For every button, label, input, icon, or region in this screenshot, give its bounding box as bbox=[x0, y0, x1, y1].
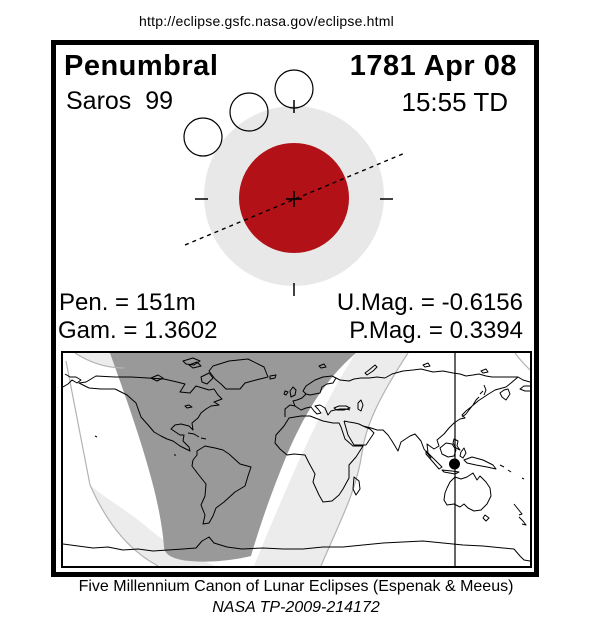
terminator-curve-topleft bbox=[74, 353, 125, 369]
stat-gamma: Gam. = 1.3602 bbox=[58, 317, 218, 344]
coastline-asia bbox=[343, 368, 530, 459]
figure-box bbox=[51, 40, 539, 577]
coastline-oceania bbox=[425, 438, 527, 526]
coastline-antarctica bbox=[63, 536, 530, 562]
coastline-arctic-islands bbox=[63, 357, 489, 409]
eclipse-time: 15:55 TD bbox=[401, 87, 508, 117]
partial-visibility-region-bottomleft bbox=[90, 485, 215, 566]
footer-reference: NASA TP-2009-214172 bbox=[212, 599, 380, 616]
coastline-americas bbox=[78, 358, 269, 525]
coastline-africa-europe bbox=[269, 374, 386, 503]
partial-visibility-region-east bbox=[254, 353, 408, 566]
stat-umbral-magnitude: U.Mag. = -0.6156 bbox=[336, 289, 523, 316]
url-caption: http://eclipse.gsfc.nasa.gov/eclipse.htm… bbox=[139, 13, 394, 29]
terminator-curve-east bbox=[320, 353, 409, 566]
sublunar-point-dot bbox=[449, 458, 460, 470]
footer-source: Five Millennium Canon of Lunar Eclipses … bbox=[78, 578, 514, 595]
eclipse-date: 1781 Apr 08 bbox=[349, 50, 517, 82]
saros-label: Saros 99 bbox=[66, 87, 174, 115]
visibility-map bbox=[61, 351, 532, 568]
eclipse-type-title: Penumbral bbox=[64, 50, 219, 82]
stat-penumbral-duration: Pen. = 151m bbox=[59, 289, 196, 316]
terminator-curve-topright bbox=[514, 353, 530, 371]
stat-penumbral-magnitude: P.Mag. = 0.3394 bbox=[349, 317, 523, 344]
